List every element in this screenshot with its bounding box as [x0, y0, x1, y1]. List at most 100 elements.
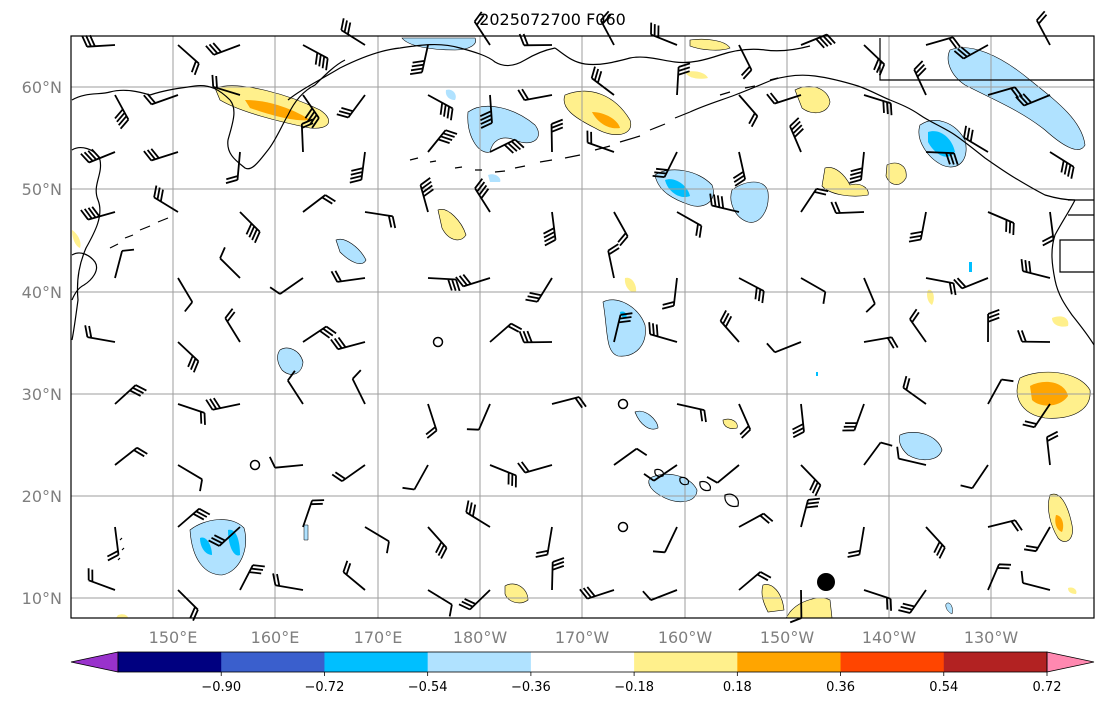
- wind-barb: [642, 589, 678, 601]
- wind-barb: [987, 308, 1000, 343]
- wind-barb: [302, 194, 336, 213]
- wind-barb: [239, 211, 261, 244]
- longitude-label: 150°W: [760, 628, 815, 647]
- wind-barb: [300, 118, 314, 153]
- storm-center-dot[interactable]: [817, 573, 835, 591]
- wind-barb: [208, 526, 241, 547]
- wind-barb: [953, 277, 989, 290]
- wind-barb: [550, 118, 564, 153]
- longitude-label: 160°W: [658, 628, 713, 647]
- wind-barb: [987, 211, 1015, 236]
- wind-barb: [847, 526, 865, 558]
- wind-barb: [143, 148, 179, 162]
- wind-barb: [896, 446, 927, 466]
- colorbar-segment: [324, 652, 429, 672]
- wind-barb: [458, 589, 491, 611]
- wind-barb: [863, 277, 876, 313]
- calm-circles: [249, 336, 629, 533]
- colorbar-segment: [840, 652, 945, 672]
- wind-barb: [425, 403, 438, 439]
- longitude-label: 150°E: [149, 628, 198, 647]
- wind-barb: [732, 151, 746, 187]
- wind-barb: [543, 211, 557, 247]
- wind-barb: [676, 211, 703, 238]
- wind-barb: [766, 341, 802, 354]
- wind-barb: [898, 589, 927, 614]
- wind-barb: [1023, 526, 1051, 553]
- wind-barb: [331, 464, 366, 482]
- wind-barb: [330, 270, 366, 283]
- wind-barb: [525, 277, 553, 303]
- wind-barb: [535, 526, 553, 558]
- wind-barb: [177, 277, 194, 313]
- wind-barbs: [80, 10, 1075, 624]
- wind-barb: [643, 464, 678, 482]
- wind-barb: [465, 500, 491, 528]
- wind-barb: [80, 206, 116, 221]
- calm-circle: [432, 336, 444, 348]
- wind-barb: [738, 44, 753, 80]
- wind-barb: [987, 378, 1014, 405]
- wind-barb: [419, 177, 434, 213]
- wind-barb: [551, 557, 565, 591]
- wind-barb: [652, 526, 678, 554]
- wind-barb: [1046, 430, 1059, 466]
- wind-barb: [738, 512, 774, 528]
- wind-barb: [987, 519, 1023, 532]
- latitude-label: 60°N: [22, 78, 62, 97]
- wind-barb: [925, 36, 961, 49]
- wind-barb: [239, 564, 265, 591]
- wind-barb: [719, 309, 740, 343]
- wind-barb: [738, 277, 765, 304]
- colorbar-tick-label: 0.54: [929, 680, 958, 695]
- colorbar-tick-label: 0.18: [723, 680, 752, 695]
- wind-barb: [1036, 10, 1051, 46]
- latitude-label: 10°N: [22, 589, 62, 608]
- colorbar-extend-max: [1046, 651, 1095, 673]
- colorbar-extend-min: [70, 651, 119, 673]
- wind-barb: [987, 563, 1012, 591]
- wind-barb: [479, 94, 493, 129]
- wind-barb: [517, 461, 553, 474]
- wind-barb: [953, 44, 989, 60]
- wind-barb: [789, 589, 803, 624]
- wind-barb: [427, 129, 458, 153]
- wind-barb: [336, 94, 366, 119]
- wind-barb: [342, 560, 366, 591]
- map-title: 2025072700 F060: [479, 10, 626, 29]
- wind-barb: [81, 34, 116, 48]
- wind-barb: [177, 507, 211, 528]
- wind-barb: [709, 193, 740, 213]
- wind-barb: [676, 62, 691, 96]
- wind-barb: [652, 151, 678, 178]
- wind-barb: [489, 322, 523, 343]
- coastlines: [71, 38, 1095, 561]
- wind-barb: [738, 571, 772, 591]
- wind-barb: [579, 586, 615, 600]
- wind-barb: [789, 117, 804, 153]
- longitude-label: 140°W: [862, 628, 917, 647]
- wind-barb: [402, 464, 429, 491]
- wind-barb: [351, 369, 366, 405]
- colorbar-segment: [634, 652, 738, 672]
- wind-barb: [613, 447, 648, 466]
- wind-barb: [177, 341, 200, 373]
- wind-barb: [427, 94, 454, 121]
- wind-barb: [1022, 403, 1051, 429]
- wind-barb: [590, 66, 615, 96]
- wind-barb: [913, 60, 927, 96]
- wind-barb: [766, 92, 802, 105]
- wind-barb: [143, 93, 179, 106]
- colorbar-segment: [427, 652, 532, 672]
- map-frame: [70, 35, 1095, 619]
- wind-barb: [1020, 570, 1051, 591]
- colorbar-segment: [737, 652, 842, 672]
- wind-barb: [302, 325, 337, 343]
- wind-barb: [1020, 258, 1051, 279]
- wind-barb: [586, 130, 615, 153]
- wind-barb: [225, 151, 241, 184]
- wind-barb: [489, 138, 525, 154]
- latitude-label: 30°N: [22, 385, 62, 404]
- wind-barb: [427, 589, 453, 617]
- anomaly-shading: [72, 37, 1091, 619]
